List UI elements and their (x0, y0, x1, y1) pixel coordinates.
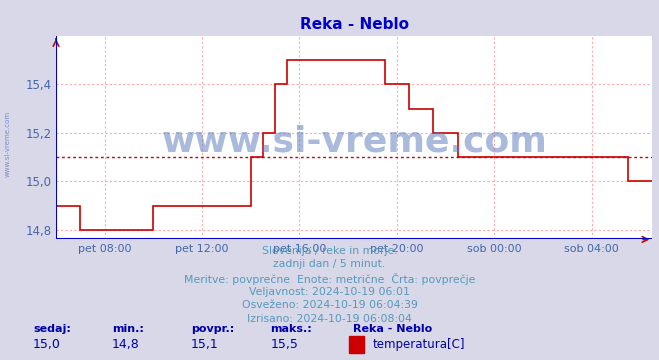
Text: zadnji dan / 5 minut.: zadnji dan / 5 minut. (273, 259, 386, 269)
Text: Osveženo: 2024-10-19 06:04:39: Osveženo: 2024-10-19 06:04:39 (242, 300, 417, 310)
Text: Slovenija / reke in morje.: Slovenija / reke in morje. (262, 246, 397, 256)
Text: sedaj:: sedaj: (33, 324, 71, 334)
Text: www.si-vreme.com: www.si-vreme.com (161, 125, 547, 159)
Text: Meritve: povprečne  Enote: metrične  Črta: povprečje: Meritve: povprečne Enote: metrične Črta:… (184, 273, 475, 285)
Text: 15,5: 15,5 (270, 338, 298, 351)
Text: 15,0: 15,0 (33, 338, 61, 351)
Text: maks.:: maks.: (270, 324, 312, 334)
Text: Reka - Neblo: Reka - Neblo (353, 324, 432, 334)
Text: povpr.:: povpr.: (191, 324, 235, 334)
Text: temperatura[C]: temperatura[C] (372, 338, 465, 351)
Text: www.si-vreme.com: www.si-vreme.com (5, 111, 11, 177)
Title: Reka - Neblo: Reka - Neblo (300, 17, 409, 32)
Text: 15,1: 15,1 (191, 338, 219, 351)
Text: Izrisano: 2024-10-19 06:08:04: Izrisano: 2024-10-19 06:08:04 (247, 314, 412, 324)
Text: 14,8: 14,8 (112, 338, 140, 351)
Text: min.:: min.: (112, 324, 144, 334)
Text: Veljavnost: 2024-10-19 06:01: Veljavnost: 2024-10-19 06:01 (249, 287, 410, 297)
